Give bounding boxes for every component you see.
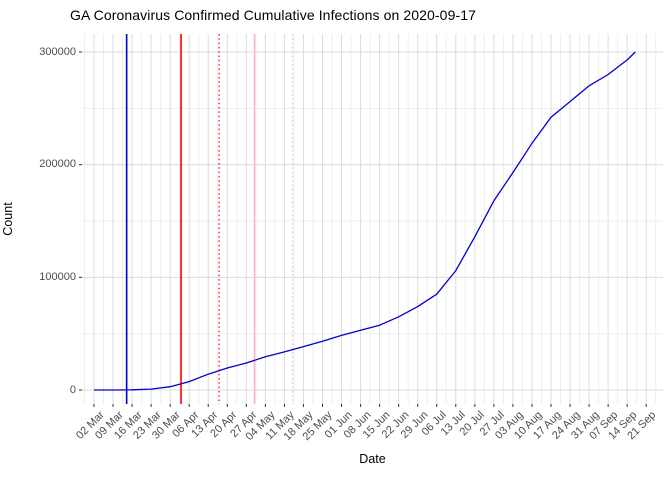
y-axis-title: Count — [1, 202, 15, 236]
x-axis-title: Date — [359, 452, 386, 466]
y-tick-label: 0 — [69, 383, 76, 396]
series-line-cumulative-confirmed-infections — [94, 51, 636, 391]
y-tick-label: 300000 — [39, 45, 76, 58]
y-tick-label: 100000 — [39, 270, 76, 283]
y-tick-label: 200000 — [39, 158, 76, 171]
chart-title: GA Coronavirus Confirmed Cumulative Infe… — [70, 7, 476, 23]
